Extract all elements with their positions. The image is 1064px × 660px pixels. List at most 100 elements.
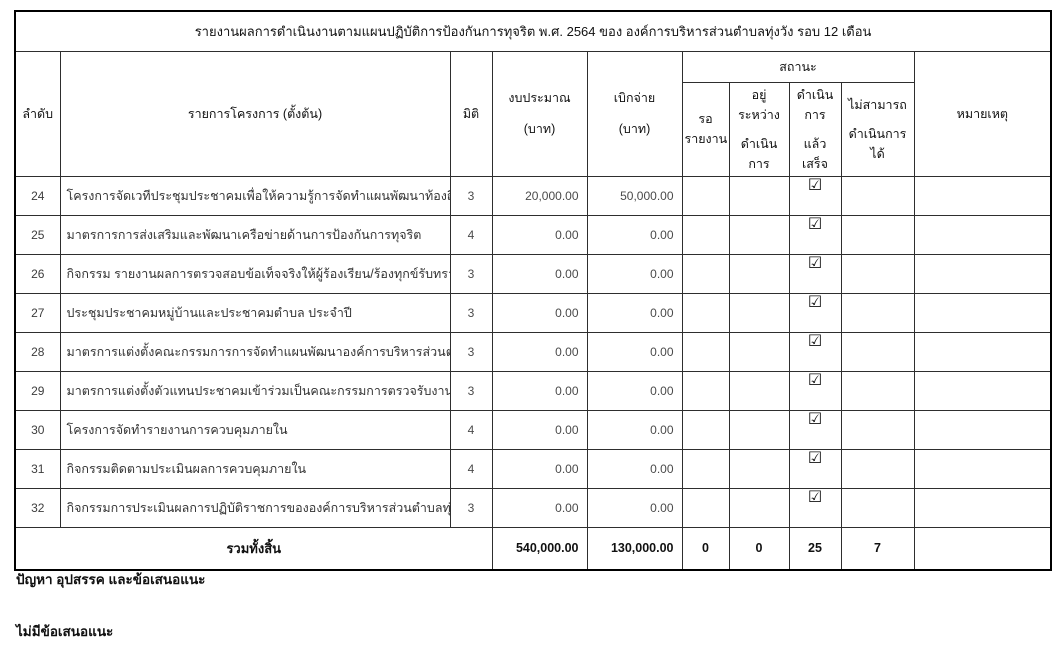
- row-index: 32: [14, 487, 61, 528]
- spent-value: 0.00: [586, 487, 683, 528]
- budget-value: 0.00: [491, 253, 588, 294]
- budget-value: 0.00: [491, 448, 588, 489]
- status-wait-cell: [681, 214, 730, 255]
- status-done-check-icon: ☑: [788, 409, 842, 450]
- status-in-progress-cell: [728, 448, 790, 489]
- status-done-check-icon: ☑: [788, 253, 842, 294]
- problems-suggestions-heading: ปัญหา อุปสรรค และข้อเสนอแนะ: [16, 572, 206, 587]
- status-wait-cell: [681, 448, 730, 489]
- status-done-check-icon: ☑: [788, 448, 842, 489]
- total-done-count: 25: [788, 526, 842, 571]
- status-in-progress-cell: [728, 214, 790, 255]
- col-header-project: รายการโครงการ (ตั้งต้น): [59, 50, 451, 177]
- col-header-status-group: สถานะ: [681, 50, 915, 83]
- row-index: 31: [14, 448, 61, 489]
- total-remark-cell: [913, 526, 1052, 571]
- col-header-spent-unit: (บาท): [618, 122, 651, 136]
- total-budget: 540,000.00: [491, 526, 588, 571]
- project-name: โครงการจัดเวทีประชุมประชาคมเพื่อให้ความร…: [59, 175, 451, 216]
- status-done-check-icon: ☑: [788, 175, 842, 216]
- status-wait-cell: [681, 292, 730, 333]
- table-row: 24 โครงการจัดเวทีประชุมประชาคมเพื่อให้คว…: [14, 175, 1052, 216]
- spent-value: 0.00: [586, 292, 683, 333]
- dimension-value: 3: [449, 175, 493, 216]
- total-cannot-count: 7: [840, 526, 915, 571]
- project-name: กิจกรรมติดตามประเมินผลการควบคุมภายใน: [59, 448, 451, 489]
- dimension-value: 3: [449, 292, 493, 333]
- anti-corruption-report-table: รายงานผลการดำเนินงานตามแผนปฏิบัติการป้อง…: [14, 10, 1053, 571]
- table-row: 32 กิจกรรมการประเมินผลการปฏิบัติราชการขอ…: [14, 487, 1052, 528]
- project-name: กิจกรรม รายงานผลการตรวจสอบข้อเท็จจริงให้…: [59, 253, 451, 294]
- project-name: มาตรการแต่งตั้งตัวแทนประชาคมเข้าร่วมเป็น…: [59, 370, 451, 411]
- col-header-budget: งบประมาณ (บาท): [491, 50, 588, 177]
- remark-cell: [913, 175, 1052, 216]
- spent-value: 0.00: [586, 409, 683, 450]
- remark-cell: [913, 331, 1052, 372]
- row-index: 27: [14, 292, 61, 333]
- dimension-value: 4: [449, 214, 493, 255]
- total-row: รวมทั้งสิ้น 540,000.00 130,000.00 0 0 25…: [14, 526, 1052, 571]
- row-index: 24: [14, 175, 61, 216]
- status-in-progress-cell: [728, 292, 790, 333]
- col-header-budget-line1: งบประมาณ: [508, 91, 571, 105]
- budget-value: 0.00: [491, 292, 588, 333]
- table-row: 29 มาตรการแต่งตั้งตัวแทนประชาคมเข้าร่วมเ…: [14, 370, 1052, 411]
- status-wait-cell: [681, 409, 730, 450]
- status-done-check-icon: ☑: [788, 214, 842, 255]
- status-wait-cell: [681, 370, 730, 411]
- status-wait-cell: [681, 175, 730, 216]
- project-name: กิจกรรมการประเมินผลการปฏิบัติราชการขององ…: [59, 487, 451, 528]
- total-in-progress-count: 0: [728, 526, 790, 571]
- budget-value: 0.00: [491, 409, 588, 450]
- status-cannot-cell: [840, 370, 915, 411]
- table-row: 31 กิจกรรมติดตามประเมินผลการควบคุมภายใน …: [14, 448, 1052, 489]
- dimension-value: 3: [449, 370, 493, 411]
- spent-value: 0.00: [586, 253, 683, 294]
- no-suggestions-text: ไม่มีข้อเสนอแนะ: [16, 624, 114, 639]
- report-title: รายงานผลการดำเนินงานตามแผนปฏิบัติการป้อง…: [14, 10, 1052, 52]
- status-cannot-cell: [840, 448, 915, 489]
- dimension-value: 3: [449, 253, 493, 294]
- status-in-progress-cell: [728, 370, 790, 411]
- row-index: 30: [14, 409, 61, 450]
- budget-value: 20,000.00: [491, 175, 588, 216]
- col-header-remark: หมายเหตุ: [913, 50, 1052, 177]
- row-index: 28: [14, 331, 61, 372]
- dimension-value: 3: [449, 331, 493, 372]
- remark-cell: [913, 487, 1052, 528]
- remark-cell: [913, 370, 1052, 411]
- col-header-in-progress: อยู่ระหว่าง ดำเนินการ: [728, 81, 790, 177]
- status-wait-cell: [681, 253, 730, 294]
- status-in-progress-cell: [728, 409, 790, 450]
- col-header-wait-report: รอรายงาน: [681, 81, 730, 177]
- status-done-check-icon: ☑: [788, 331, 842, 372]
- table-row: 28 มาตรการแต่งตั้งคณะกรรมการการจัดทำแผนพ…: [14, 331, 1052, 372]
- spent-value: 0.00: [586, 331, 683, 372]
- spent-value: 50,000.00: [586, 175, 683, 216]
- budget-value: 0.00: [491, 370, 588, 411]
- status-in-progress-cell: [728, 175, 790, 216]
- col-header-dimension: มิติ: [449, 50, 493, 177]
- status-in-progress-cell: [728, 487, 790, 528]
- col-header-budget-unit: (บาท): [523, 122, 556, 136]
- dimension-value: 4: [449, 409, 493, 450]
- col-header-index: ลำดับ: [14, 50, 61, 177]
- status-cannot-cell: [840, 214, 915, 255]
- status-done-check-icon: ☑: [788, 370, 842, 411]
- row-index: 26: [14, 253, 61, 294]
- project-name: มาตรการแต่งตั้งคณะกรรมการการจัดทำแผนพัฒน…: [59, 331, 451, 372]
- col-header-spent: เบิกจ่าย (บาท): [586, 50, 683, 177]
- project-name: โครงการจัดทำรายงานการควบคุมภายใน: [59, 409, 451, 450]
- status-wait-cell: [681, 331, 730, 372]
- row-index: 25: [14, 214, 61, 255]
- budget-value: 0.00: [491, 487, 588, 528]
- col-header-cannot: ไม่สามารถ ดำเนินการได้: [840, 81, 915, 177]
- col-header-done: ดำเนินการ แล้วเสร็จ: [788, 81, 842, 177]
- status-cannot-cell: [840, 253, 915, 294]
- status-cannot-cell: [840, 292, 915, 333]
- table-row: 27 ประชุมประชาคมหมู่บ้านและประชาคมตำบล ป…: [14, 292, 1052, 333]
- remark-cell: [913, 409, 1052, 450]
- status-cannot-cell: [840, 487, 915, 528]
- budget-value: 0.00: [491, 331, 588, 372]
